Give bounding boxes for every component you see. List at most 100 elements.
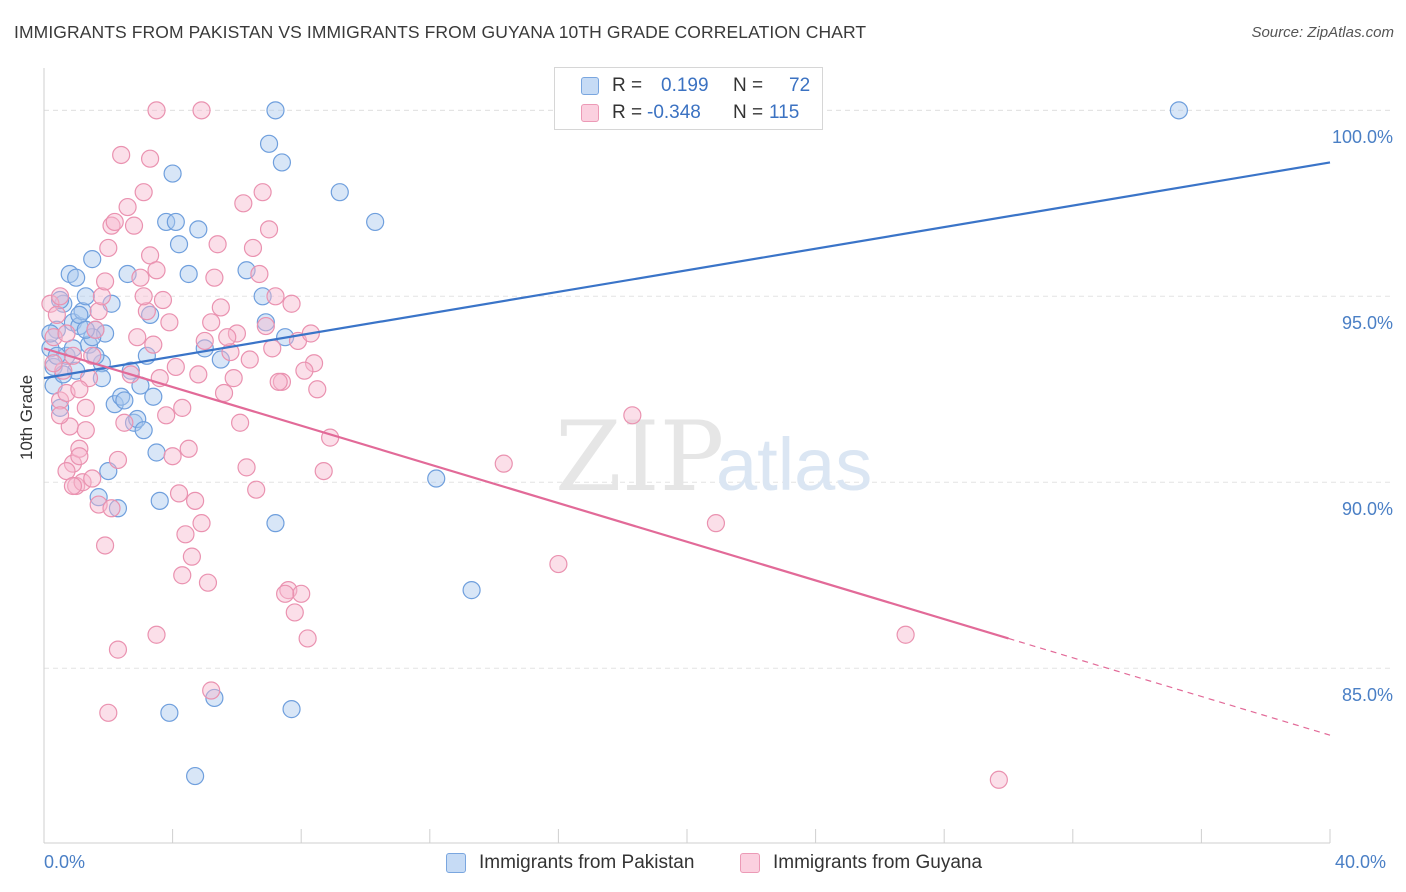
guyana-point bbox=[92, 287, 111, 306]
pakistan-point bbox=[266, 101, 285, 120]
guyana-point bbox=[211, 298, 230, 317]
guyana-point bbox=[285, 603, 304, 622]
pakistan-point bbox=[147, 443, 166, 462]
pakistan-point bbox=[105, 395, 124, 414]
guyana-point bbox=[140, 149, 160, 168]
guyana-point bbox=[83, 346, 102, 365]
guyana-swatch bbox=[740, 853, 760, 873]
guyana-point bbox=[144, 335, 163, 354]
pakistan-point bbox=[76, 320, 95, 339]
pakistan-point bbox=[259, 134, 279, 153]
guyana-point bbox=[314, 461, 333, 481]
guyana-point bbox=[99, 238, 118, 258]
guyana-point bbox=[896, 625, 915, 644]
guyana-point bbox=[198, 573, 218, 592]
guyana-point bbox=[176, 525, 195, 544]
guyana-point bbox=[147, 261, 166, 280]
guyana-point bbox=[134, 183, 153, 202]
source-label: Source: ZipAtlas.com bbox=[1251, 24, 1394, 41]
pakistan-point bbox=[160, 703, 179, 722]
pakistan-point bbox=[253, 287, 272, 306]
guyana-point bbox=[95, 536, 115, 555]
y-tick-label: 95.0% bbox=[1341, 313, 1393, 334]
guyana-point bbox=[298, 629, 317, 648]
guyana-point bbox=[70, 439, 89, 458]
pakistan-point bbox=[134, 421, 153, 440]
guyana-point bbox=[44, 354, 63, 373]
x-tick-label-min: 0.0% bbox=[44, 852, 86, 872]
guyana-point bbox=[57, 324, 76, 343]
guyana-point bbox=[623, 406, 642, 425]
guyana-point bbox=[549, 554, 568, 574]
y-tick-label: 100.0% bbox=[1331, 127, 1393, 148]
pakistan-point bbox=[169, 235, 189, 254]
guyana-point bbox=[276, 584, 295, 603]
guyana-point bbox=[304, 354, 324, 373]
pakistan-series-label: Immigrants from Pakistan bbox=[479, 852, 695, 873]
pakistan-point bbox=[166, 212, 185, 232]
guyana-point bbox=[89, 302, 108, 321]
pakistan-point bbox=[211, 350, 230, 369]
guyana-point bbox=[118, 197, 137, 217]
guyana-point bbox=[147, 625, 166, 644]
guyana-point bbox=[247, 480, 266, 499]
guyana-point bbox=[308, 380, 327, 399]
guyana-point bbox=[266, 287, 285, 306]
guyana-point bbox=[192, 101, 211, 120]
pakistan-point bbox=[189, 220, 208, 239]
guyana-point bbox=[95, 272, 115, 291]
guyana-point bbox=[105, 212, 124, 232]
pakistan-point bbox=[76, 287, 95, 306]
guyana-point bbox=[186, 491, 205, 510]
guyana-point bbox=[292, 584, 311, 603]
guyana-point bbox=[173, 566, 192, 585]
guyana-point bbox=[163, 447, 182, 466]
n-label: N = bbox=[733, 75, 764, 96]
guyana-point bbox=[147, 101, 166, 120]
guyana-point bbox=[50, 391, 70, 410]
guyana-point bbox=[208, 235, 227, 254]
guyana-point bbox=[108, 640, 128, 659]
pakistan-point bbox=[115, 391, 134, 410]
guyana-point bbox=[256, 316, 275, 336]
pakistan-point bbox=[462, 581, 481, 600]
guyana-point bbox=[214, 383, 234, 403]
guyana-trend-extension bbox=[1008, 637, 1331, 736]
watermark: ZIP atlas bbox=[555, 401, 872, 513]
guyana-swatch bbox=[581, 104, 599, 122]
guyana-point bbox=[102, 499, 121, 518]
pakistan-point bbox=[179, 264, 198, 284]
y-tick-label: 85.0% bbox=[1341, 685, 1393, 706]
guyana-point bbox=[41, 294, 60, 313]
guyana-series-label: Immigrants from Guyana bbox=[773, 852, 983, 873]
r-label: R = bbox=[612, 75, 643, 96]
pakistan-swatch bbox=[446, 853, 466, 873]
guyana-point bbox=[494, 454, 513, 473]
guyana-point bbox=[108, 450, 128, 470]
guyana-point bbox=[70, 447, 89, 466]
guyana-point bbox=[227, 324, 246, 343]
axes bbox=[43, 68, 1331, 844]
guyana-points bbox=[41, 101, 1008, 789]
guyana-point bbox=[250, 264, 269, 284]
pakistan-point bbox=[282, 700, 301, 719]
guyana-point bbox=[259, 220, 279, 239]
guyana-point bbox=[160, 313, 179, 332]
guyana-point bbox=[134, 287, 153, 306]
r-label: R = bbox=[612, 102, 643, 123]
guyana-point bbox=[50, 287, 70, 306]
guyana-point bbox=[70, 380, 89, 399]
guyana-point bbox=[195, 331, 214, 351]
guyana-point bbox=[224, 369, 243, 388]
guyana-point bbox=[234, 194, 253, 213]
guyana-point bbox=[237, 458, 256, 477]
guyana-point bbox=[189, 365, 208, 384]
guyana-point bbox=[295, 361, 314, 380]
pakistan-n-value: 72 bbox=[789, 75, 811, 96]
pakistan-point bbox=[163, 164, 182, 183]
guyana-point bbox=[137, 302, 156, 321]
pakistan-point bbox=[157, 212, 176, 232]
n-label: N = bbox=[733, 102, 764, 123]
pakistan-point bbox=[186, 766, 205, 786]
pakistan-r-value: 0.199 bbox=[661, 75, 709, 96]
